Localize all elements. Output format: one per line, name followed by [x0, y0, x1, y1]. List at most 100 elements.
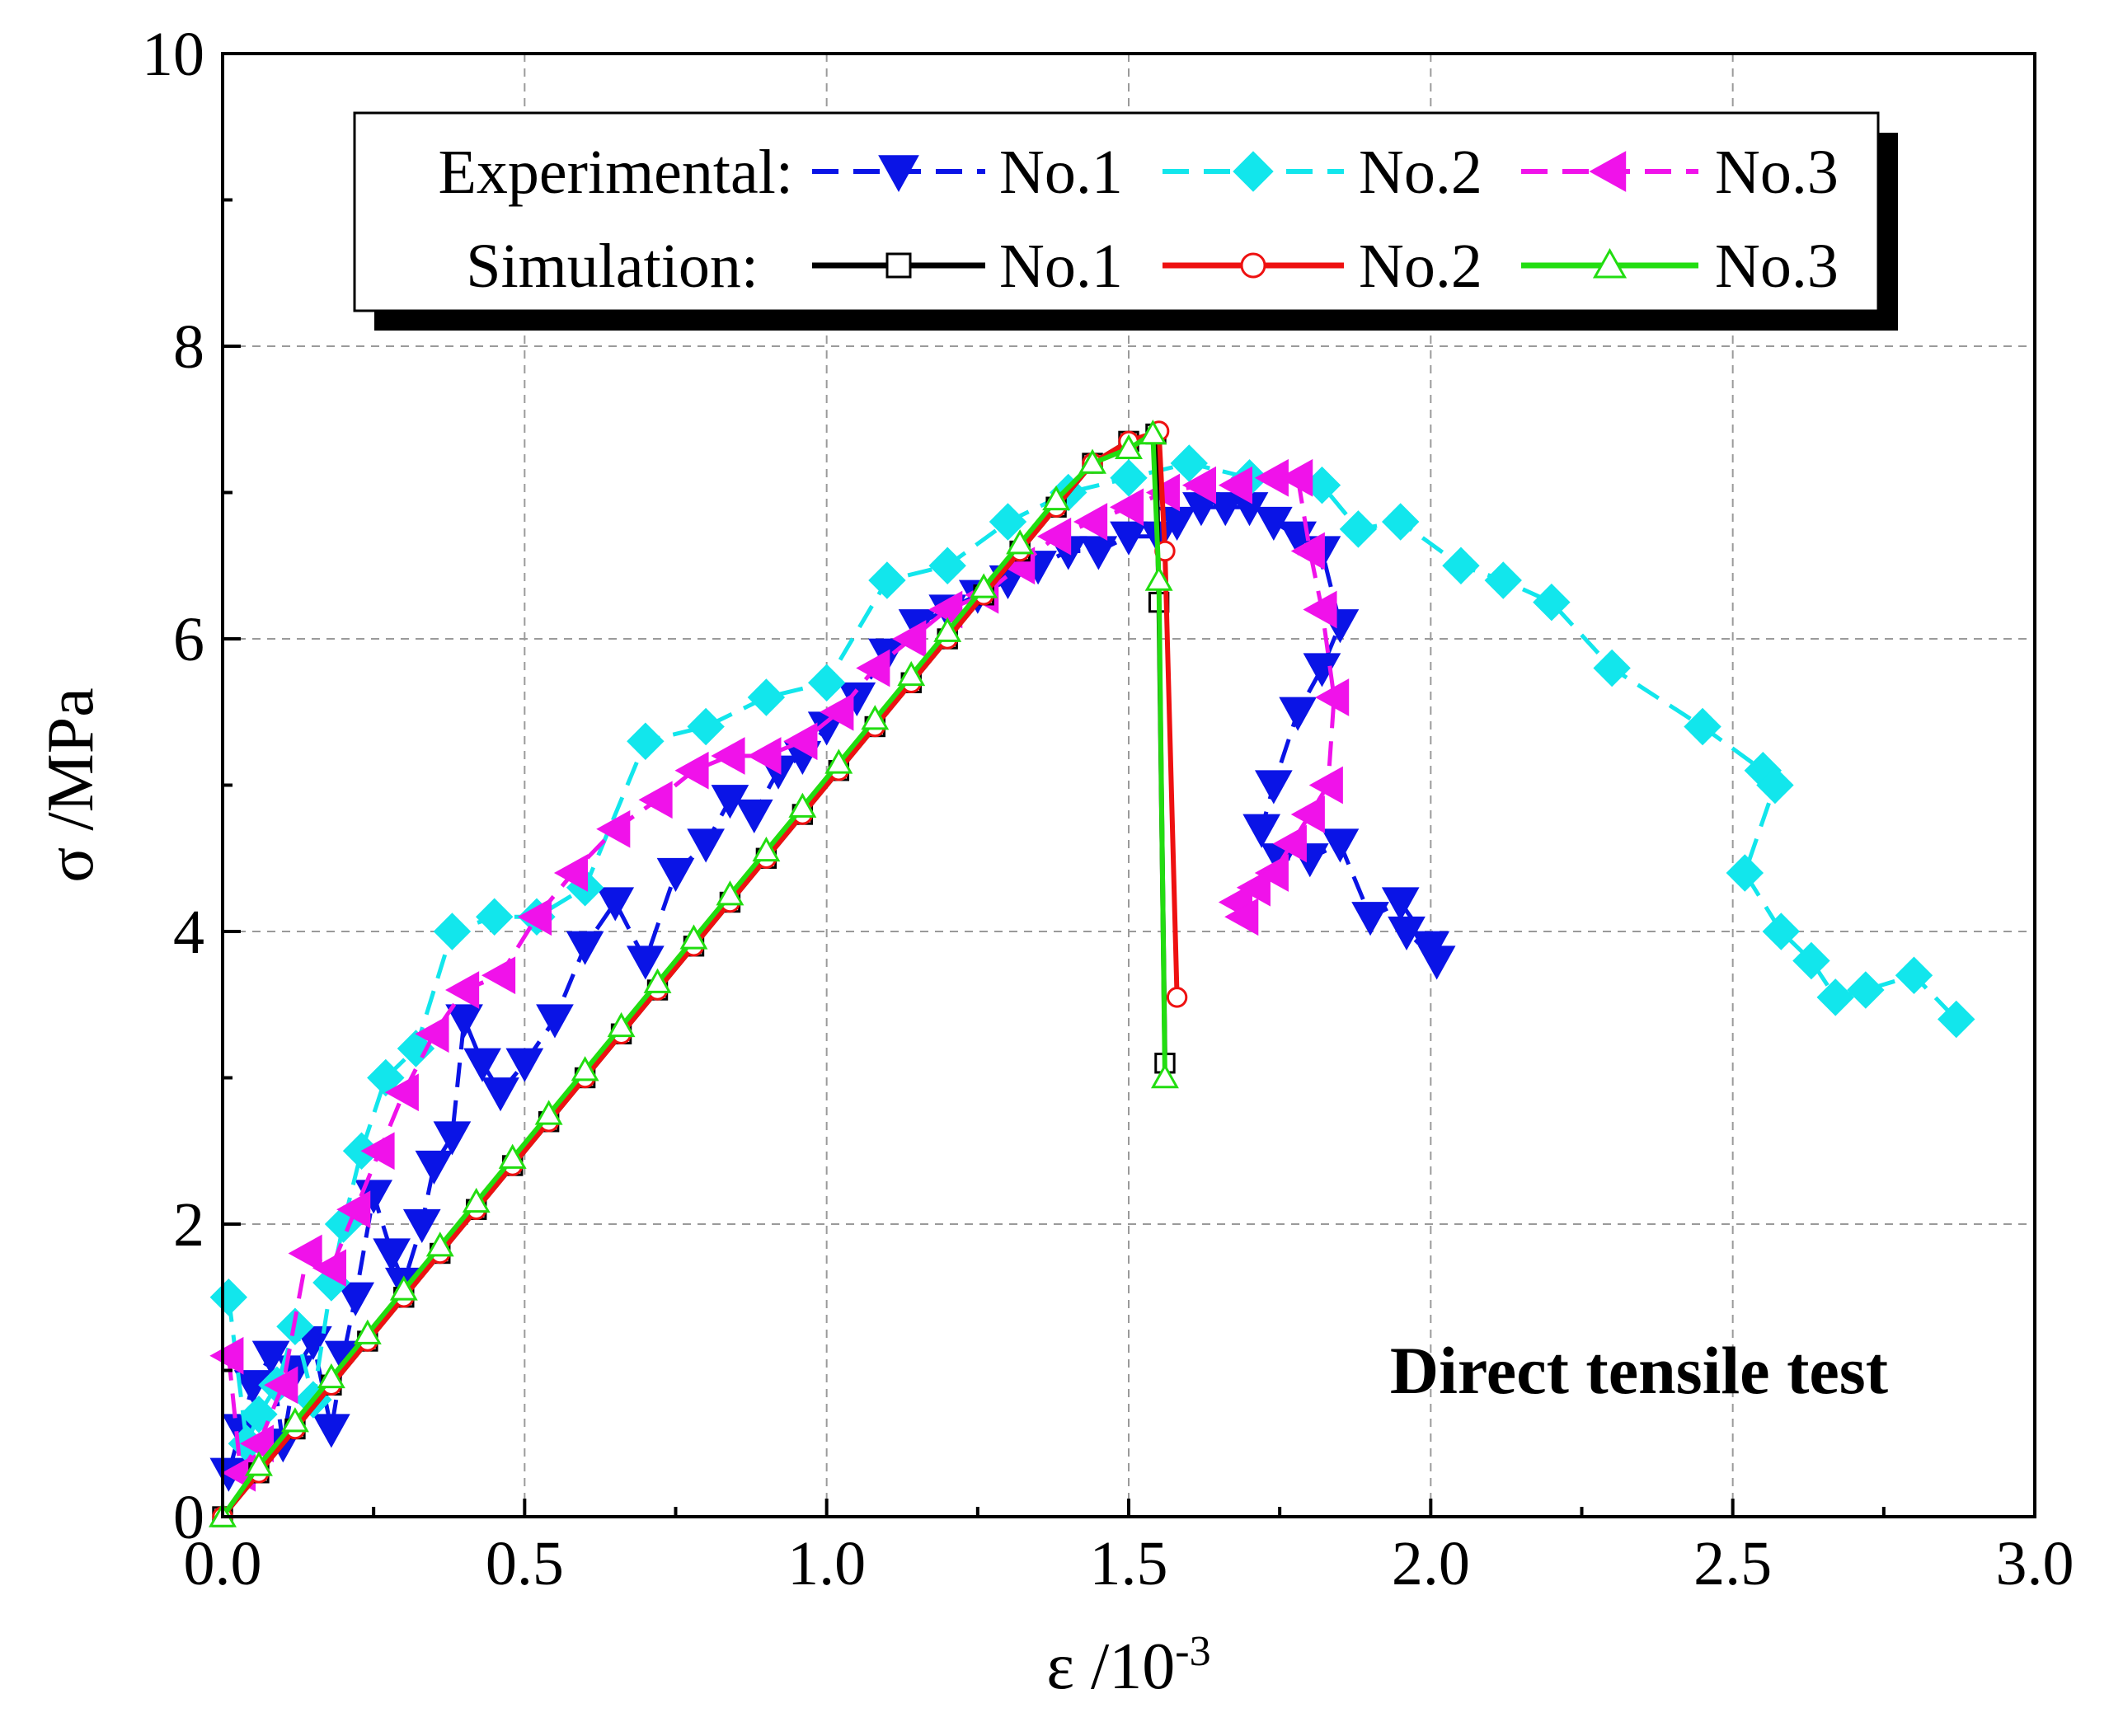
data-point [1684, 707, 1721, 746]
data-point [389, 1275, 418, 1301]
axis-ticks: 0.0 0.5 1.0 1.5 2.0 2.5 3.0 0 2 4 6 8 10 [142, 20, 2074, 1598]
y-tick-label: 10 [142, 20, 204, 89]
series-experimental-no1 [209, 492, 1456, 1492]
data-point [1166, 987, 1188, 1008]
data-point [1109, 488, 1144, 527]
legend-entry-experimental-no3: No.3 [1521, 138, 1839, 207]
data-point [1816, 978, 1854, 1016]
y-axis-title: σ /MPa [35, 687, 107, 882]
data-point [553, 854, 589, 892]
data-point [402, 1208, 441, 1244]
data-point [679, 924, 708, 950]
data-point [687, 828, 725, 863]
data-point [1417, 945, 1456, 980]
data-point [445, 971, 480, 1009]
data-point [807, 664, 846, 701]
data-point [280, 1407, 309, 1433]
data-point [1181, 466, 1217, 504]
data-point [1321, 828, 1360, 863]
data-point [209, 1279, 248, 1316]
legend-entry-experimental-no1: No.1 [812, 138, 1123, 207]
series-simulation-no3 [209, 420, 1179, 1527]
data-point [481, 1077, 519, 1112]
data-point [1272, 824, 1307, 863]
y-tick-label: 6 [173, 605, 204, 674]
legend-marker [1592, 247, 1628, 279]
legend-entry-label: No.2 [1359, 232, 1482, 301]
data-point [861, 705, 890, 730]
data-point [596, 809, 631, 848]
legend: Experimental: Simulation: No.1 No.2 No.3No… [353, 111, 1898, 331]
data-point [1533, 583, 1571, 622]
data-point [462, 1187, 491, 1213]
series-simulation-no1 [212, 423, 1176, 1527]
x-axis-title-superscript: -3 [1175, 1628, 1210, 1675]
data-point [1308, 766, 1343, 805]
x-axis-title: ε /10-3 [1046, 1628, 1210, 1703]
series-simulation-no2 [212, 420, 1188, 1527]
data-point [475, 898, 514, 936]
data-point [367, 1058, 405, 1097]
data-point [1847, 971, 1885, 1009]
data-point [643, 968, 672, 993]
data-point [481, 956, 516, 995]
series-layer [209, 420, 1975, 1527]
legend-marker [1233, 151, 1274, 192]
data-point [1381, 887, 1420, 922]
data-point [498, 1143, 527, 1169]
data-point [856, 649, 890, 687]
legend-entry-simulation-no2: No.2 [1163, 232, 1482, 301]
data-point [1206, 492, 1245, 527]
legend-entry-simulation-no1: No.1 [812, 232, 1123, 301]
data-point [1381, 503, 1420, 541]
legend-entry-simulation-no3: No.3 [1521, 232, 1839, 301]
data-point [897, 660, 926, 687]
y-tick-label: 0 [173, 1483, 204, 1552]
series-experimental-no3 [209, 458, 1350, 1492]
data-point [788, 792, 817, 818]
data-point [820, 692, 854, 731]
data-point [747, 737, 782, 775]
data-point [1484, 561, 1522, 599]
data-point [1037, 517, 1072, 556]
data-point [1792, 941, 1830, 980]
data-point [892, 620, 927, 658]
series-line [220, 428, 1180, 1518]
data-point [868, 561, 906, 599]
data-point [505, 1048, 544, 1082]
x-tick-label: 1.0 [787, 1529, 866, 1598]
data-point [1351, 902, 1389, 936]
data-point [674, 751, 709, 790]
legend-entry-experimental-no2: No.2 [1163, 138, 1482, 207]
data-point [1290, 532, 1325, 570]
data-point [1442, 547, 1480, 584]
data-point [1139, 420, 1167, 445]
data-point [1938, 1000, 1975, 1039]
legend-entries: No.1 No.2 No.3 No.1 No.2 No.3 [812, 138, 1839, 301]
data-point [1042, 485, 1071, 511]
data-point [415, 1150, 453, 1185]
data-point [607, 1011, 636, 1038]
x-tick-label: 0.0 [184, 1529, 262, 1598]
data-point [1110, 521, 1148, 556]
legend-marker [1240, 252, 1266, 279]
data-point [1290, 795, 1325, 833]
data-point [433, 1121, 472, 1156]
data-point [752, 836, 781, 862]
series-line [226, 504, 1440, 1474]
data-point [415, 1015, 449, 1053]
data-point [288, 1234, 322, 1273]
data-point [425, 1232, 454, 1257]
data-point [571, 1056, 599, 1081]
data-point [1339, 510, 1378, 548]
x-axis-title-text: ε /10 [1046, 1630, 1175, 1703]
legend-entry-label: No.3 [1715, 232, 1839, 301]
data-point [1254, 770, 1293, 805]
x-tick-label: 1.5 [1090, 1529, 1168, 1598]
x-tick-label: 2.0 [1392, 1529, 1470, 1598]
data-point [716, 880, 744, 906]
data-point [1079, 536, 1118, 570]
data-point [1073, 503, 1108, 541]
data-point [384, 1073, 419, 1112]
series-line [220, 431, 1167, 1518]
